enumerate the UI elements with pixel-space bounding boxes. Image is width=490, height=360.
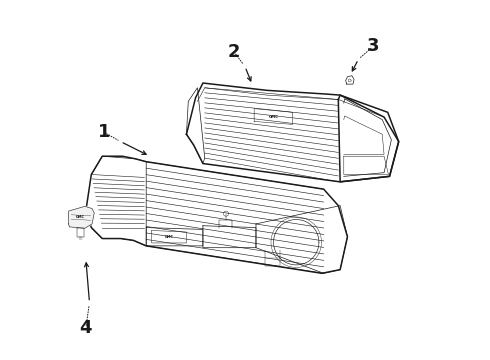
Text: 3: 3 bbox=[367, 37, 379, 55]
Polygon shape bbox=[69, 206, 94, 228]
Text: 2: 2 bbox=[228, 43, 240, 61]
Text: 1: 1 bbox=[98, 123, 110, 141]
Text: GMC: GMC bbox=[76, 215, 85, 219]
Text: GMC: GMC bbox=[165, 235, 174, 239]
Text: GMC: GMC bbox=[269, 115, 278, 119]
Text: 4: 4 bbox=[79, 319, 92, 337]
